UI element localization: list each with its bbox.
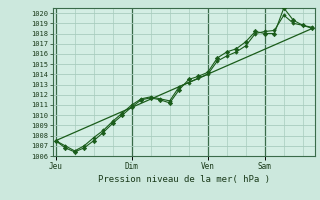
X-axis label: Pression niveau de la mer( hPa ): Pression niveau de la mer( hPa ) <box>98 175 270 184</box>
